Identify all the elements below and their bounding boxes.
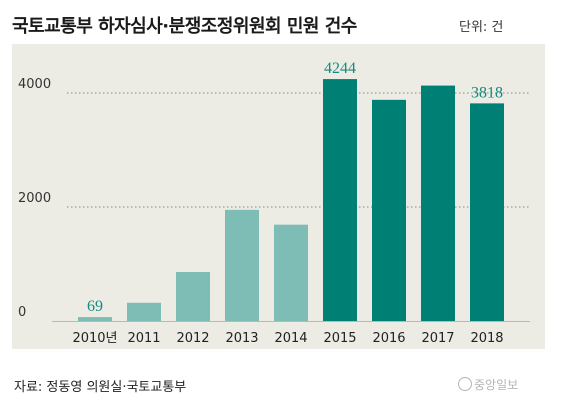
y-tick-label: 2000	[18, 191, 51, 206]
bar-2015	[323, 79, 357, 321]
logo-circle-icon	[458, 377, 472, 391]
logo-text: 중앙일보	[474, 378, 519, 392]
x-tick-label: 2010년	[72, 331, 117, 346]
bar-chart: 0 2000 4000 2010년 2011 2012 2013 2014 2015 2016 20…	[18, 60, 530, 346]
source-note: 자료: 정동영 의원실·국토교통부	[14, 380, 187, 395]
unit-label: 단위: 건	[459, 20, 504, 35]
bar-2018	[470, 103, 504, 322]
bar-2014	[274, 224, 308, 321]
chart-panel: 0 2000 4000 2010년 2011 2012 2013 2014 2015 2016 20…	[12, 44, 545, 349]
x-tick-label: 2015	[323, 331, 356, 346]
data-label: 3818	[471, 84, 503, 101]
y-tick-label: 0	[18, 305, 26, 320]
chart-title: 국토교통부 하자심사·분쟁조정위원회 민원 건수	[12, 16, 357, 37]
y-tick-label: 4000	[18, 77, 51, 92]
bar-2012	[176, 271, 210, 321]
title-row: 국토교통부 하자심사·분쟁조정위원회 민원 건수 단위: 건	[12, 10, 552, 40]
x-tick-label: 2013	[225, 331, 258, 346]
x-tick-label: 2011	[127, 331, 160, 346]
bar-2010년	[78, 317, 112, 321]
data-label: 4244	[324, 60, 356, 77]
bar-2011	[127, 302, 161, 321]
x-tick-label: 2017	[421, 331, 454, 346]
bar-2013	[225, 209, 259, 321]
x-tick-label: 2016	[372, 331, 405, 346]
publisher-logo: 중앙일보	[458, 376, 518, 393]
x-tick-label: 2012	[176, 331, 209, 346]
x-tick-label: 2018	[470, 331, 503, 346]
bar-2016	[372, 99, 406, 321]
bar-2017	[421, 85, 455, 321]
data-label: 69	[87, 298, 103, 315]
x-tick-label: 2014	[274, 331, 307, 346]
